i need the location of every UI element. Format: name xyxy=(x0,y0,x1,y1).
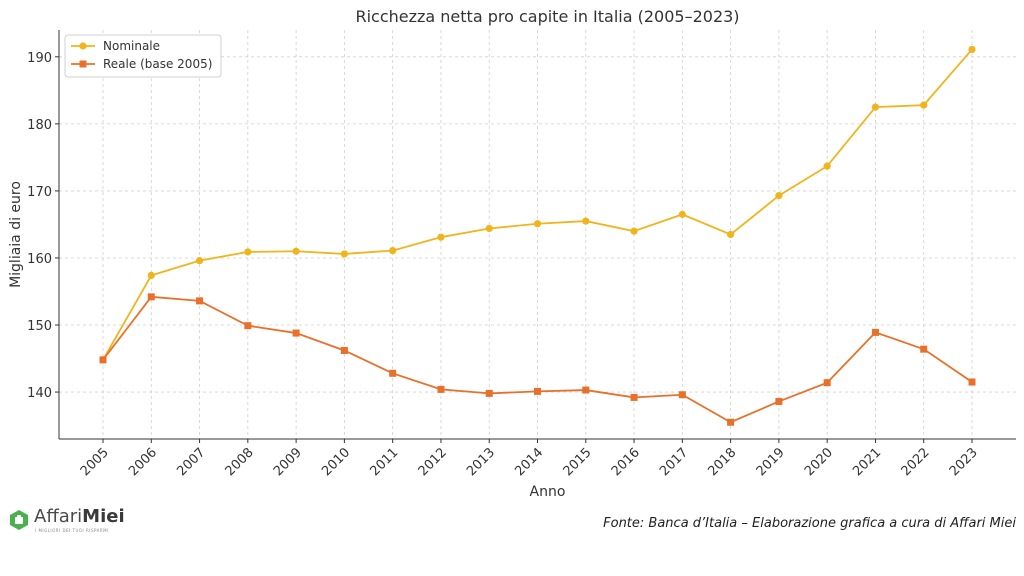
x-tick-label: 2019 xyxy=(754,445,788,479)
data-point-2 xyxy=(823,379,831,387)
x-tick-label: 2017 xyxy=(657,445,691,479)
data-point-1 xyxy=(340,250,348,258)
y-axis-label: Migliaia di euro xyxy=(8,181,24,288)
y-tick-label: 150 xyxy=(27,319,52,334)
x-tick-label: 2009 xyxy=(271,445,305,479)
data-point-2 xyxy=(630,393,638,401)
data-point-1 xyxy=(389,246,397,255)
data-point-2 xyxy=(292,329,300,337)
x-tick-label: 2006 xyxy=(126,445,160,479)
data-point-1 xyxy=(968,45,976,54)
logo-hexagon-icon xyxy=(10,510,28,530)
affari-miei-logo: AffariMiei I MIGLIORI DEI TUOI RISPARMI xyxy=(8,506,148,536)
logo-word-affari: Affari xyxy=(34,506,83,527)
x-tick-label: 2018 xyxy=(705,445,739,479)
data-point-1 xyxy=(485,224,493,233)
data-point-1 xyxy=(727,230,735,239)
x-tick-label: 2008 xyxy=(223,445,257,479)
data-point-2 xyxy=(244,322,252,330)
data-point-2 xyxy=(920,345,928,353)
data-point-2 xyxy=(871,328,879,336)
data-point-1 xyxy=(533,220,542,228)
data-point-2 xyxy=(775,397,783,405)
data-point-2 xyxy=(196,297,204,305)
data-point-2 xyxy=(582,386,590,394)
x-axis-label: Anno xyxy=(530,484,566,500)
legend-label: Reale (base 2005) xyxy=(103,57,212,71)
logo-text: AffariMiei xyxy=(34,506,125,527)
x-tick-label: 2014 xyxy=(512,445,546,479)
x-tick-label: 2022 xyxy=(899,445,933,479)
data-point-1 xyxy=(871,103,880,111)
legend-swatch-marker xyxy=(79,60,87,68)
y-tick-label: 170 xyxy=(27,185,52,200)
y-tick-label: 180 xyxy=(27,118,52,133)
x-tick-label: 2013 xyxy=(464,445,498,479)
data-point-2 xyxy=(534,387,541,395)
x-tick-label: 2015 xyxy=(561,445,595,479)
x-tick-label: 2020 xyxy=(802,445,836,479)
data-point-2 xyxy=(727,418,735,426)
x-tick-label: 2011 xyxy=(367,445,401,479)
x-tick-label: 2005 xyxy=(78,445,112,479)
legend-swatch-marker xyxy=(79,42,87,50)
data-point-1 xyxy=(437,233,445,241)
y-tick-label: 140 xyxy=(27,386,52,401)
data-point-1 xyxy=(823,162,831,170)
x-tick-label: 2023 xyxy=(947,445,981,479)
data-point-2 xyxy=(340,346,348,354)
data-point-1 xyxy=(244,248,252,256)
chart-title: Ricchezza netta pro capite in Italia (20… xyxy=(355,7,739,26)
data-point-2 xyxy=(485,389,493,397)
y-tick-label: 190 xyxy=(27,51,52,66)
x-tick-label: 2010 xyxy=(319,445,353,479)
data-point-2 xyxy=(678,391,686,399)
data-point-2 xyxy=(968,378,976,386)
data-point-1 xyxy=(147,271,155,279)
data-point-1 xyxy=(630,227,638,235)
data-point-2 xyxy=(389,369,397,377)
x-tick-label: 2016 xyxy=(609,445,643,479)
data-point-1 xyxy=(920,101,928,109)
data-point-1 xyxy=(678,210,686,218)
legend-label: Nominale xyxy=(103,39,160,53)
x-tick-label: 2012 xyxy=(416,445,450,479)
data-point-2 xyxy=(99,356,107,364)
data-point-1 xyxy=(775,192,783,200)
source-note: Fonte: Banca d’Italia – Elaborazione gra… xyxy=(603,516,1016,531)
legend-box xyxy=(64,34,222,78)
logo-tagline: I MIGLIORI DEI TUOI RISPARMI xyxy=(35,528,109,533)
data-point-2 xyxy=(437,385,445,393)
data-point-1 xyxy=(195,257,204,265)
x-tick-label: 2021 xyxy=(850,445,884,479)
logo-word-miei: Miei xyxy=(82,506,125,527)
data-point-2 xyxy=(147,293,155,301)
data-point-1 xyxy=(582,217,590,225)
x-tick-label: 2007 xyxy=(174,445,208,479)
y-tick-label: 160 xyxy=(27,252,52,267)
data-point-1 xyxy=(292,247,300,255)
